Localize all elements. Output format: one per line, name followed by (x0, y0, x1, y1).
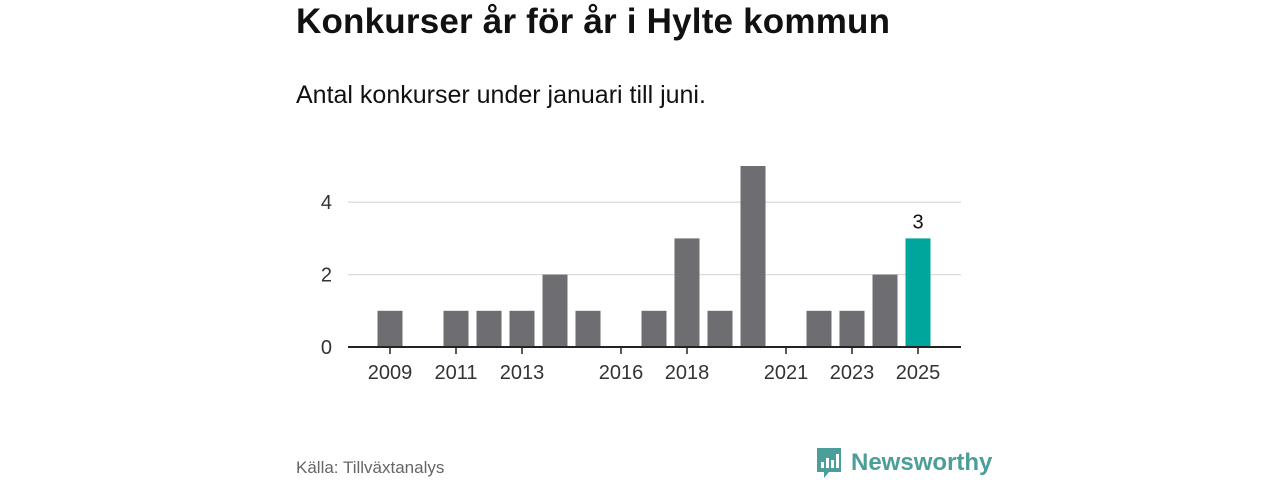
bar (839, 310, 865, 347)
x-tick-label: 2023 (830, 362, 875, 384)
data-label: 3 (912, 211, 923, 233)
bar (575, 310, 601, 347)
bar (542, 274, 568, 347)
x-tick-label: 2025 (896, 362, 941, 384)
x-tick-label: 2016 (599, 362, 644, 384)
bar-highlight (905, 238, 931, 347)
y-tick-label: 2 (321, 265, 332, 287)
bar (443, 310, 469, 347)
brand-name: Newsworthy (851, 449, 993, 476)
x-tick-label: 2018 (665, 362, 710, 384)
x-tick-label: 2011 (434, 362, 477, 384)
bar (872, 274, 898, 347)
bar (641, 310, 667, 347)
brand-logo: Newsworthy (815, 446, 992, 480)
source-note: Källa: Tillväxtanalys (296, 458, 445, 477)
x-tick-label: 2021 (764, 362, 809, 384)
bar (476, 310, 502, 347)
chart-title: Konkurser år för år i Hylte kommun (296, 2, 891, 41)
chart-subtitle: Antal konkurser under januari till juni. (296, 81, 706, 109)
bar (674, 238, 700, 347)
y-tick-label: 0 (321, 337, 332, 359)
x-tick-label: 2013 (500, 362, 545, 384)
bar (707, 310, 733, 347)
y-tick-label: 4 (321, 192, 332, 214)
bar (509, 310, 535, 347)
bar (806, 310, 832, 347)
bar (740, 166, 766, 347)
x-tick-label: 2009 (368, 362, 413, 384)
bar (377, 310, 403, 347)
bar-chart-speech-bubble-icon (817, 448, 841, 478)
